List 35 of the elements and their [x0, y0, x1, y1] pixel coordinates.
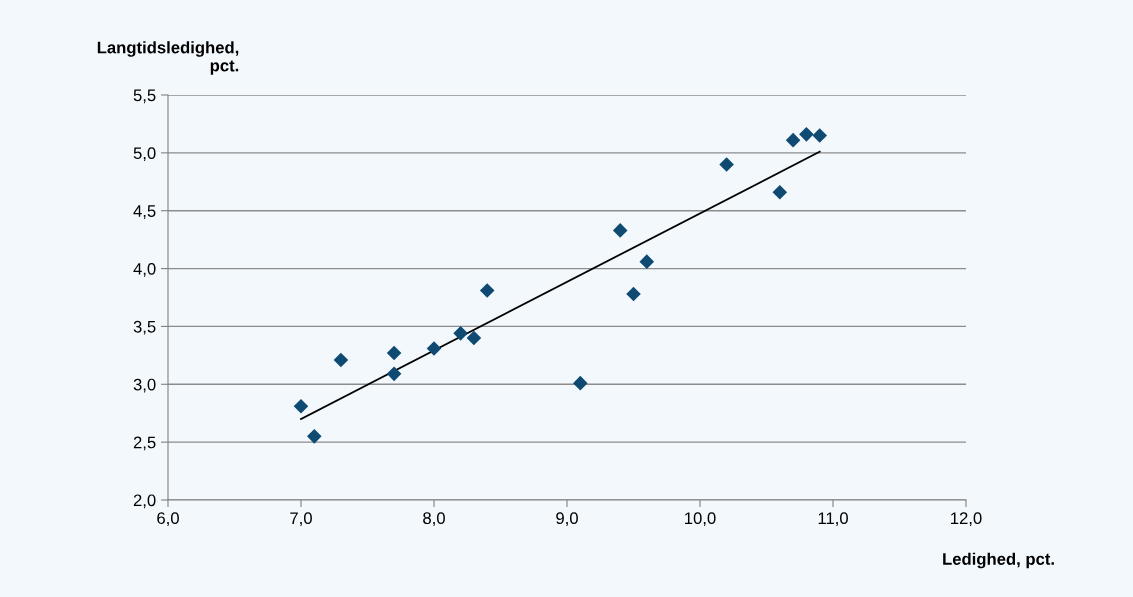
point — [307, 429, 322, 444]
point — [785, 132, 801, 148]
point — [626, 286, 641, 302]
point — [799, 127, 814, 142]
point — [812, 128, 827, 143]
x-axis-title: Ledighed, pct. — [943, 552, 1054, 569]
point — [426, 341, 442, 356]
x-tick-label: 9,0 — [556, 512, 578, 527]
x-tick-label: 10,0 — [685, 512, 716, 527]
y-tick-label: 5,5 — [133, 89, 156, 104]
y-tick-label: 3,0 — [133, 378, 156, 393]
point — [293, 398, 309, 414]
x-tick-label: 6,0 — [157, 512, 179, 527]
point — [612, 223, 628, 238]
point — [639, 254, 655, 269]
y-tick-label: 2,0 — [133, 494, 156, 509]
x-tick-label: 8,0 — [423, 512, 445, 527]
point — [719, 157, 734, 172]
y-tick-label: 4,0 — [133, 262, 156, 277]
point — [386, 345, 402, 361]
x-tick-label: 12,0 — [951, 512, 982, 527]
y-tick-label: 3,5 — [133, 320, 156, 335]
y-axis-title: Langtidsledighed, pct. — [97, 41, 239, 75]
point — [333, 352, 349, 368]
point — [453, 326, 468, 341]
point — [466, 330, 482, 346]
x-tick-label: 11,0 — [818, 512, 848, 527]
point — [386, 366, 402, 382]
x-tick-label: 7,0 — [290, 512, 312, 527]
point — [772, 184, 788, 200]
point — [573, 375, 588, 391]
y-tick-label: 5,0 — [133, 147, 156, 162]
point — [479, 283, 495, 298]
y-tick-label: 4,5 — [133, 205, 156, 219]
y-tick-label: 2,5 — [133, 436, 156, 451]
